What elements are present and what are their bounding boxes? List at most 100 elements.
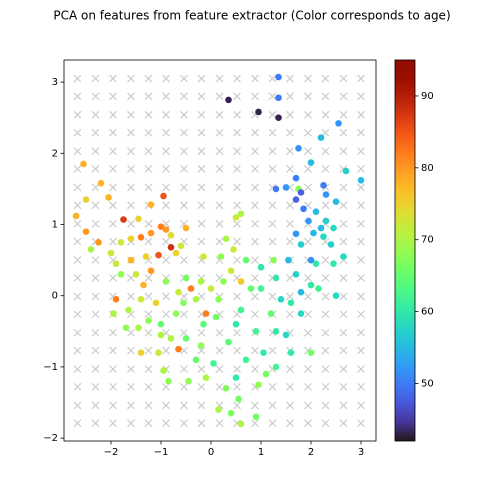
chart-title: PCA on features from feature extractor (…: [53, 9, 450, 23]
grid-marker: [127, 201, 135, 210]
grid-marker: [197, 165, 206, 173]
grid-marker: [215, 110, 224, 119]
point: [320, 233, 327, 240]
point: [192, 295, 200, 303]
grid-marker: [180, 74, 188, 83]
grid-marker: [321, 328, 330, 337]
grid-marker: [127, 328, 135, 337]
grid-marker: [304, 310, 312, 319]
grid-marker: [73, 165, 82, 173]
grid-marker: [251, 419, 259, 428]
grid-marker: [339, 382, 348, 391]
point: [122, 324, 130, 332]
grid-marker: [215, 128, 224, 137]
x-tick-label: −2: [104, 447, 119, 458]
point: [247, 285, 255, 292]
grid-marker: [304, 382, 312, 391]
grid-marker: [197, 201, 206, 210]
grid-marker: [91, 365, 100, 373]
grid-marker: [251, 401, 259, 410]
grid-marker: [321, 310, 330, 319]
point: [212, 313, 220, 321]
point: [202, 374, 210, 381]
grid-marker: [304, 183, 312, 192]
grid-marker: [73, 292, 82, 301]
grid-marker: [304, 237, 312, 246]
grid-marker: [286, 219, 294, 228]
grid-marker: [127, 382, 135, 391]
grid-marker: [268, 74, 277, 83]
grid-marker: [162, 401, 170, 410]
grid-marker: [321, 92, 330, 101]
grid-marker: [109, 147, 117, 156]
point: [260, 349, 267, 356]
grid-marker: [304, 147, 312, 156]
y-tick-label: −2: [43, 433, 58, 444]
grid-marker: [91, 310, 100, 319]
point: [137, 295, 145, 303]
grid-marker: [251, 237, 259, 246]
grid-marker: [109, 365, 117, 373]
point: [157, 331, 165, 339]
grid-marker: [197, 128, 206, 137]
grid-marker: [286, 165, 294, 173]
grid-marker: [357, 365, 365, 373]
point: [125, 306, 132, 314]
grid-marker: [180, 365, 188, 373]
point: [172, 310, 180, 317]
grid-marker: [268, 346, 277, 355]
point: [275, 94, 282, 102]
point: [282, 331, 290, 339]
point: [160, 367, 167, 374]
point: [135, 324, 142, 332]
grid-marker: [73, 92, 82, 101]
point: [272, 328, 280, 335]
grid-marker: [215, 219, 224, 228]
grid-marker: [109, 128, 117, 137]
point: [317, 224, 325, 232]
grid-marker: [91, 292, 100, 301]
grid-marker: [162, 110, 170, 119]
grid-marker: [197, 328, 206, 337]
grid-marker: [180, 419, 188, 428]
point: [105, 194, 112, 201]
grid-marker: [162, 74, 170, 83]
point: [322, 191, 330, 198]
grid-marker: [144, 183, 153, 192]
grid-marker: [286, 292, 294, 301]
grid-marker: [162, 310, 170, 319]
point: [162, 226, 170, 233]
grid-marker: [357, 165, 365, 173]
grid-marker: [127, 165, 135, 173]
grid-marker: [127, 365, 135, 373]
point: [82, 228, 90, 235]
grid-marker: [357, 382, 365, 391]
grid-marker: [251, 128, 259, 137]
grid-marker: [144, 219, 153, 228]
colorbar-tick-label: 50: [421, 378, 434, 389]
point: [297, 241, 305, 248]
grid-marker: [91, 382, 100, 391]
grid-marker: [109, 273, 117, 282]
grid-marker: [73, 147, 82, 156]
x-tick-label: 2: [308, 447, 314, 458]
grid-marker: [233, 128, 241, 137]
grid-marker: [162, 237, 170, 246]
grid-marker: [233, 110, 241, 119]
point: [157, 320, 165, 328]
grid-marker: [233, 292, 241, 301]
grid-marker: [91, 183, 100, 192]
grid-marker: [233, 183, 241, 192]
grid-marker: [180, 310, 188, 319]
point: [142, 253, 150, 260]
grid-marker: [268, 110, 277, 119]
grid-marker: [233, 92, 241, 101]
grid-marker: [286, 110, 294, 119]
point: [270, 256, 277, 264]
point: [297, 288, 305, 296]
grid-marker: [73, 237, 82, 246]
grid-marker: [144, 310, 153, 319]
grid-marker: [357, 346, 365, 355]
point: [242, 256, 250, 264]
grid-marker: [357, 219, 365, 228]
